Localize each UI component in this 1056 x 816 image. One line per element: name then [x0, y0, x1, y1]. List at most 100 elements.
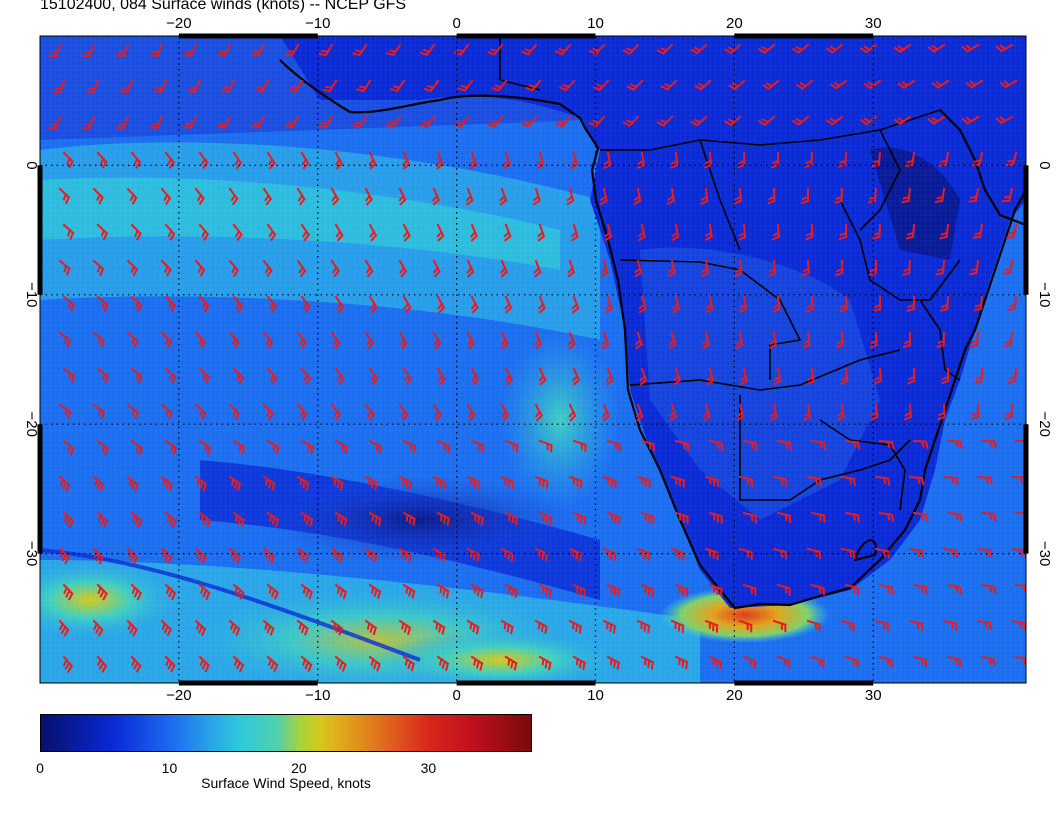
wind-barb — [92, 547, 105, 565]
wind-barb — [606, 439, 621, 452]
wind-barb — [739, 367, 749, 386]
wind-barb — [835, 259, 844, 277]
wind-barb — [810, 655, 825, 669]
lon-labels-bottom: −20 −10 0 10 20 30 — [166, 687, 881, 700]
wind-barb — [198, 511, 211, 528]
wind-barb — [600, 259, 609, 278]
wind-barb — [872, 295, 882, 313]
wind-barb — [164, 655, 176, 673]
wind-barb — [470, 295, 479, 314]
wind-barb — [908, 619, 924, 631]
wind-barb — [538, 511, 553, 526]
wind-barb — [334, 295, 345, 314]
wind-barb — [126, 547, 139, 565]
wind-barb — [368, 511, 382, 527]
wind-barb — [810, 439, 827, 451]
wind-barb — [606, 655, 621, 670]
wind-barb — [537, 223, 546, 242]
wind-barb — [398, 475, 413, 490]
wind-barb — [402, 583, 416, 599]
wind-barb — [538, 655, 552, 671]
wind-barb — [58, 619, 70, 637]
wind-barb — [368, 367, 379, 386]
wind-barb — [318, 115, 334, 129]
wind-barb — [534, 475, 549, 489]
wind-barb — [602, 619, 617, 634]
wind-barb — [352, 43, 368, 57]
wind-barb — [334, 367, 345, 386]
wind-barb — [352, 115, 368, 129]
lon-labels-top: −20 −10 0 10 20 30 — [166, 15, 881, 32]
wind-barb — [330, 259, 341, 278]
wind-barb — [604, 295, 614, 314]
wind-barb — [300, 583, 314, 600]
wind-barb — [738, 475, 754, 488]
wind-barb — [995, 115, 1014, 125]
lon-label-bottom: 20 — [726, 687, 743, 700]
wind-barb — [1007, 367, 1018, 384]
wind-barb — [606, 511, 621, 525]
wind-barb — [738, 547, 753, 560]
wind-barb — [164, 223, 176, 241]
wind-barb — [402, 223, 411, 242]
wind-barb — [58, 331, 72, 348]
wind-barb — [62, 223, 75, 241]
wind-barb — [296, 259, 307, 278]
wind-barb — [969, 259, 980, 276]
wind-barb — [791, 43, 810, 54]
wind-barb — [126, 403, 140, 420]
lat-label-left: −10 — [23, 282, 40, 307]
wind-barb — [672, 367, 681, 386]
wind-barb — [92, 475, 105, 492]
wind-barb — [769, 403, 779, 422]
wind-barb — [776, 511, 792, 524]
wind-barb — [791, 115, 810, 126]
wind-barb — [1001, 187, 1014, 203]
wind-barb — [368, 439, 383, 454]
wind-barb — [902, 259, 912, 276]
lon-label-top: 20 — [726, 15, 743, 32]
wind-barb — [334, 511, 348, 527]
wind-barb — [504, 655, 518, 671]
wind-barb — [870, 403, 879, 421]
wind-barb — [82, 115, 96, 130]
wind-barb — [801, 259, 811, 277]
wind-barb — [300, 439, 314, 455]
wind-barb — [194, 619, 207, 637]
wind-barb — [402, 511, 416, 527]
wind-barb — [976, 619, 992, 631]
wind-barb — [635, 403, 644, 422]
wind-barb — [402, 295, 412, 314]
wind-barb — [232, 439, 246, 455]
wind-barb — [62, 151, 74, 169]
wind-barb — [844, 655, 859, 668]
lat-label-left: 0 — [23, 161, 40, 169]
wind-barb — [844, 511, 860, 523]
wind-barb — [330, 547, 344, 563]
wind-barb — [364, 331, 375, 350]
wind-barb — [700, 187, 709, 205]
wind-barb — [368, 655, 381, 672]
wind-barb — [742, 655, 757, 669]
wind-barb — [364, 403, 375, 422]
wind-barb — [1002, 259, 1014, 275]
wind-barb — [942, 547, 959, 558]
wind-barb — [701, 259, 710, 278]
wind-barb — [558, 79, 576, 92]
wind-barb — [840, 475, 857, 487]
wind-barb — [588, 43, 606, 56]
wind-barb — [674, 439, 690, 452]
wind-barb — [800, 187, 810, 205]
wind-barb — [605, 367, 614, 386]
wind-barb — [946, 439, 963, 449]
wind-barb — [262, 187, 273, 206]
wind-barb — [708, 655, 723, 670]
wind-barb — [835, 331, 845, 349]
wind-barb — [742, 583, 757, 597]
wind-barb — [1007, 295, 1018, 312]
wind-barb — [92, 259, 105, 277]
wind-barb — [525, 79, 542, 92]
wind-barb — [368, 223, 378, 242]
wind-barb — [232, 295, 244, 313]
wind-barb — [637, 223, 646, 242]
